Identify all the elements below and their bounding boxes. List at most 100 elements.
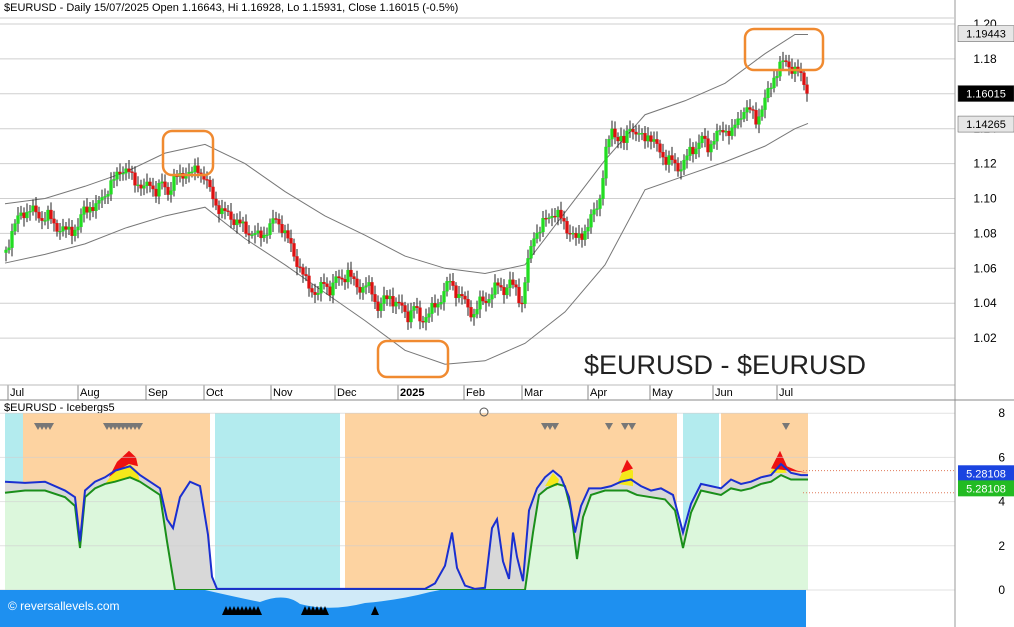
price-badge-label: 1.14265 [966, 119, 1006, 131]
indicator-header: $EURUSD - Icebergs5 [4, 402, 115, 414]
candle-body [610, 128, 614, 140]
candle-body [169, 190, 173, 195]
candle-body [613, 128, 617, 138]
grey-down-marker [605, 423, 613, 430]
indicator-y-tick: 4 [998, 495, 1005, 509]
candle-body [229, 211, 233, 220]
candle-body [484, 300, 488, 303]
candle-body [13, 223, 17, 232]
candle-body [106, 194, 110, 197]
candle-body [103, 196, 107, 198]
candle-body [742, 112, 746, 119]
candle-body [154, 188, 158, 197]
candle-body [460, 294, 464, 297]
upper-bollinger-band [4, 33, 808, 275]
candle-body [706, 138, 710, 153]
candle-body [802, 72, 806, 85]
grey-down-marker [782, 423, 790, 430]
candle-body [226, 210, 230, 212]
candle-body [580, 233, 584, 240]
candle-body [745, 107, 749, 113]
indicator-highlight [621, 459, 633, 473]
candle-body [541, 218, 545, 233]
indicator-badge-bg [958, 465, 1014, 482]
chart-watermark: $EURUSD - $EURUSD [584, 350, 866, 380]
candle-body [535, 232, 539, 239]
candle-body [712, 141, 716, 145]
candle-body [19, 212, 23, 216]
price-y-tick: 1.10 [973, 192, 997, 206]
month-tick-label: Aug [80, 387, 100, 399]
candle-body [217, 205, 221, 215]
candle-body [43, 220, 47, 222]
candle-body [592, 209, 596, 215]
candle-body [604, 146, 608, 179]
candle-body [85, 206, 89, 213]
candle-body [193, 165, 197, 172]
price-badge-bg [957, 115, 1014, 133]
candle-body [532, 238, 536, 247]
candle-body [40, 218, 44, 221]
candle-body [466, 299, 470, 308]
candle-body [607, 139, 611, 148]
month-tick-label: Feb [466, 387, 485, 399]
candle-body [496, 282, 500, 286]
candle-body [376, 301, 380, 311]
candle-body [769, 87, 773, 90]
candle-body [688, 146, 692, 156]
candle-body [718, 130, 722, 132]
candle-body [775, 76, 779, 79]
candle-body [661, 152, 665, 158]
candle-body [568, 233, 572, 235]
price-chart-header: $EURUSD - Daily 15/07/2025 Open 1.16643,… [4, 2, 459, 14]
candle-body [328, 286, 332, 296]
candle-body [481, 296, 485, 302]
candle-body [157, 182, 161, 197]
candle-body [325, 283, 329, 287]
candle-body [715, 130, 719, 142]
candle-body [133, 172, 137, 186]
candle-body [436, 304, 440, 308]
candle-body [121, 173, 125, 175]
grey-down-marker [46, 423, 54, 430]
indicator-badge-label: 5.28108 [966, 468, 1006, 480]
candle-body [631, 129, 635, 133]
candle-body [736, 118, 740, 126]
candle-body [523, 282, 527, 304]
month-tick-label: Apr [590, 387, 607, 399]
source-label: © reversallevels.com [8, 599, 120, 613]
candle-body [139, 184, 143, 189]
candle-body [664, 157, 668, 165]
candle-body [577, 233, 581, 238]
candle-body [343, 279, 347, 283]
candle-body [757, 116, 761, 125]
candle-body [130, 171, 134, 173]
candle-body [799, 70, 803, 73]
candle-body [493, 282, 497, 295]
candle-body [574, 232, 578, 238]
candle-body [640, 133, 644, 135]
month-tick-label: Mar [524, 387, 543, 399]
candle-body [160, 181, 164, 184]
candle-body [760, 109, 764, 117]
grey-down-marker [135, 423, 143, 430]
candle-body [355, 278, 359, 288]
candle-body [268, 223, 272, 235]
candle-body [430, 303, 434, 314]
candle-body [37, 211, 41, 219]
candle-body [166, 186, 170, 195]
candle-body [289, 238, 293, 244]
candle-body [394, 301, 398, 307]
candle-body [232, 219, 236, 226]
price-badge-label: 1.19443 [966, 29, 1006, 41]
candle-body [292, 243, 296, 257]
candle-body [370, 282, 374, 295]
candle-body [367, 282, 371, 286]
candle-body [115, 171, 119, 180]
candle-body [517, 286, 521, 304]
candle-body [595, 208, 599, 210]
candle-body [628, 129, 632, 132]
indicator-base-ridge [205, 590, 440, 608]
black-up-marker [254, 606, 262, 615]
indicator-y-tick: 0 [998, 583, 1005, 597]
